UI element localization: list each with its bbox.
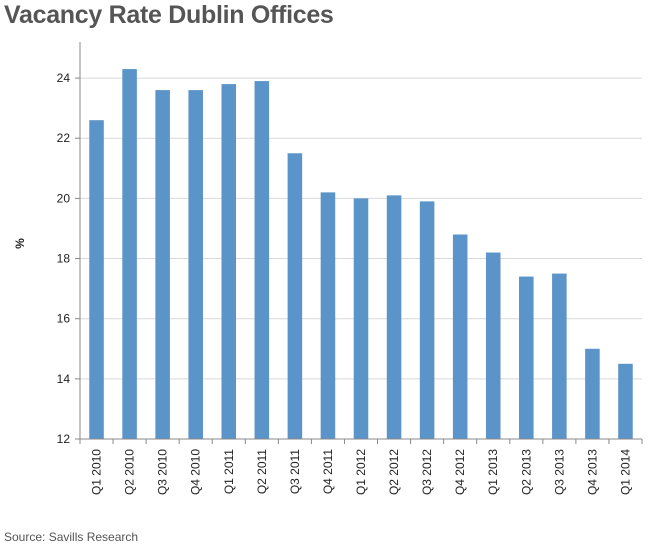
y-tick-label: 18 xyxy=(57,252,71,266)
x-tick-label: Q1 2010 xyxy=(90,449,104,495)
chart-title: Vacancy Rate Dublin Offices xyxy=(4,1,334,29)
bar-q4-2010 xyxy=(188,90,203,439)
y-tick-label: 24 xyxy=(57,71,71,85)
chart-source: Source: Savills Research xyxy=(4,530,139,544)
bar-q4-2012 xyxy=(452,234,468,439)
bar-q2-2011 xyxy=(254,81,270,439)
bar-q2-2012 xyxy=(386,195,402,439)
axes xyxy=(75,42,643,444)
bar-q1-2014 xyxy=(618,363,633,439)
x-tick-label: Q3 2012 xyxy=(420,449,434,495)
bar-q3-2011 xyxy=(287,153,303,439)
x-tick-label: Q3 2010 xyxy=(156,449,170,495)
bar-q2-2013 xyxy=(519,276,534,439)
y-tick-label: 22 xyxy=(57,131,71,145)
x-tick-label: Q2 2012 xyxy=(387,449,401,495)
bars xyxy=(89,69,633,440)
bar-q4-2011 xyxy=(320,192,336,439)
x-tick-label: Q2 2011 xyxy=(255,449,269,494)
y-tick-label: 16 xyxy=(57,312,71,326)
x-tick-label: Q2 2013 xyxy=(519,449,533,495)
x-tick-label: Q4 2010 xyxy=(189,449,203,495)
y-tick-label: 12 xyxy=(57,432,71,446)
y-axis-label: % xyxy=(13,238,27,249)
x-tick-labels: Q1 2010 Q2 2010 Q3 2010 Q4 2010 Q1 2011 Q2 20… xyxy=(90,449,633,495)
bar-q3-2013 xyxy=(552,273,567,439)
x-tick-label: Q4 2011 xyxy=(321,449,335,494)
x-tick-label: Q3 2013 xyxy=(552,449,566,495)
bar-q1-2010 xyxy=(89,120,104,439)
bar-q1-2013 xyxy=(485,252,501,439)
x-tick-label: Q4 2012 xyxy=(453,449,467,495)
x-tick-label: Q3 2011 xyxy=(288,449,302,494)
x-tick-label: Q2 2010 xyxy=(123,449,137,495)
y-tick-labels: 12 14 16 18 20 22 24 xyxy=(57,71,71,446)
x-tick-label: Q1 2014 xyxy=(618,449,632,495)
bar-q1-2011 xyxy=(221,84,237,439)
bar-q2-2010 xyxy=(122,69,137,440)
y-tick-label: 20 xyxy=(57,191,71,205)
bar-q3-2012 xyxy=(419,201,435,439)
bar-q3-2010 xyxy=(155,90,170,439)
x-tick-label: Q1 2012 xyxy=(354,449,368,495)
x-tick-label: Q1 2013 xyxy=(486,449,500,495)
x-tick-label: Q4 2013 xyxy=(585,449,599,495)
y-tick-label: 14 xyxy=(57,372,71,386)
x-tick-label: Q1 2011 xyxy=(222,449,236,494)
bar-q1-2012 xyxy=(353,198,369,439)
bar-q4-2013 xyxy=(585,348,600,439)
